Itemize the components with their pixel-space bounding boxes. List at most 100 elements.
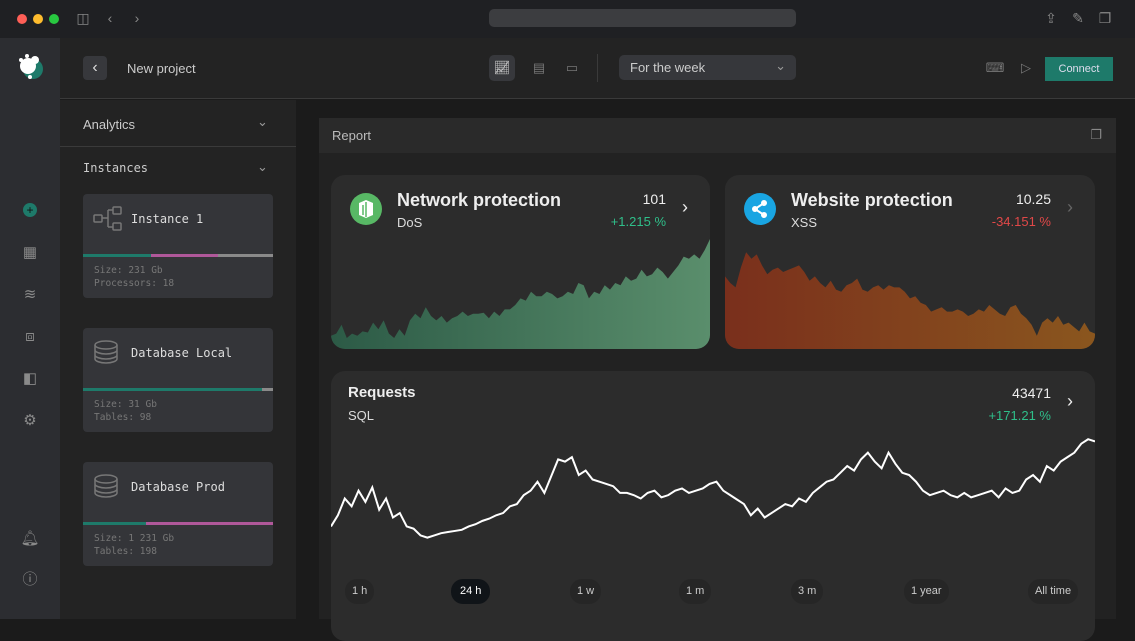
- card-change: +1.215 %: [610, 214, 666, 229]
- maximize-window-button[interactable]: [49, 14, 59, 24]
- card-title: Network protection: [397, 190, 562, 210]
- instance-detail: Tables: 98: [94, 412, 152, 423]
- requests-line-chart: [331, 438, 1095, 539]
- forward-nav-icon[interactable]: ›: [134, 10, 140, 26]
- project-title: New project: [127, 61, 196, 76]
- instance-detail: Processors: 18: [94, 278, 175, 289]
- instance-name: Database Prod: [131, 480, 225, 494]
- chevron-right-icon[interactable]: ›: [1067, 391, 1073, 411]
- share-icon[interactable]: ⇪: [1045, 10, 1057, 26]
- instance-detail: Tables: 198: [94, 546, 157, 557]
- edit-icon[interactable]: ✎: [1072, 10, 1084, 26]
- card-value: 101: [642, 191, 666, 207]
- usage-segment: [83, 522, 146, 525]
- address-bar[interactable]: [489, 9, 796, 27]
- connect-button[interactable]: Connect: [1045, 57, 1113, 81]
- dashboard-icon[interactable]: ▦: [22, 244, 38, 261]
- instance-name: Instance 1: [131, 212, 204, 226]
- requests-card: Requests SQL 43471 +171.21 % › 1 h 24 h 1 …: [331, 371, 1095, 641]
- settings-icon[interactable]: ⚙: [23, 412, 37, 429]
- terminal-icon[interactable]: ⌨: [985, 60, 1005, 75]
- network-protection-card[interactable]: Network protection DoS 101 +1.215 % ›: [331, 175, 710, 349]
- range-button[interactable]: All time: [1028, 579, 1079, 604]
- instance-size: Size: 231 Gb: [94, 265, 163, 276]
- requests-line: [331, 438, 1095, 539]
- card-subtitle: SQL: [348, 408, 375, 423]
- network-area-chart: [331, 239, 710, 349]
- chevron-right-icon[interactable]: ›: [1067, 197, 1073, 217]
- bell-icon[interactable]: 🔔︎: [20, 530, 40, 547]
- usage-bar: [83, 522, 273, 525]
- usage-segment: [151, 254, 218, 257]
- range-button[interactable]: 1 year: [904, 579, 949, 604]
- chevron-right-icon[interactable]: ›: [682, 197, 688, 217]
- range-button[interactable]: 1 h: [345, 579, 375, 604]
- copy-icon[interactable]: ❐: [1090, 127, 1102, 142]
- top-header: ‹ New project 📈︎ ▤ ▭ For the week ⌄ ⌨ ▷ C…: [60, 38, 1135, 99]
- instance-card[interactable]: Instance 1 Size: 231 Gb Processors: 18: [83, 194, 273, 298]
- divider: [60, 146, 296, 147]
- range-button[interactable]: 1 m: [679, 579, 712, 604]
- minimize-window-button[interactable]: [33, 14, 43, 24]
- range-button[interactable]: 3 m: [791, 579, 824, 604]
- chevron-down-icon: ⌄: [775, 58, 786, 73]
- report-panel: Report ❐ Network protection DoS 101 +1.21…: [319, 118, 1116, 641]
- report-header: Report ❐: [319, 118, 1116, 153]
- card-subtitle: DoS: [397, 215, 423, 230]
- instance-card[interactable]: Database Prod Size: 1 231 Gb Tables: 198: [83, 462, 273, 566]
- usage-bar: [83, 254, 273, 257]
- usage-segment: [83, 388, 262, 391]
- card-change: +171.21 %: [988, 408, 1051, 423]
- close-window-button[interactable]: [17, 14, 27, 24]
- website-protection-card[interactable]: Website protection XSS 10.25 -34.151 % ›: [725, 175, 1095, 349]
- usage-segment: [261, 388, 273, 391]
- chevron-down-icon[interactable]: ⌄: [257, 159, 268, 174]
- card-subtitle: XSS: [791, 215, 818, 230]
- period-select[interactable]: For the week ⌄: [619, 55, 796, 80]
- instance-size: Size: 31 Gb: [94, 399, 157, 410]
- neo-icon: [350, 193, 382, 225]
- window-titlebar: ◫ ‹ › ⇪ ✎ ❐: [0, 0, 1135, 38]
- icon-rail: + ▦ ≋ ⧈ ◧ ⚙ 🔔︎ ⓘ: [0, 38, 60, 619]
- database-icon: [93, 338, 123, 368]
- hierarchy-icon: [93, 204, 123, 234]
- back-button[interactable]: ‹: [83, 56, 107, 80]
- nodes-icon[interactable]: ⧈: [25, 328, 35, 345]
- card-value: 43471: [1012, 385, 1051, 401]
- card-view-icon[interactable]: ▤: [532, 60, 546, 75]
- card-change: -34.151 %: [991, 214, 1051, 229]
- sidebar-toggle-icon[interactable]: ◫: [76, 10, 90, 26]
- app-logo: [19, 54, 43, 79]
- card-title: Requests: [348, 384, 416, 401]
- instance-size: Size: 1 231 Gb: [94, 533, 175, 544]
- range-button[interactable]: 24 h: [451, 579, 491, 604]
- card-value: 10.25: [1015, 191, 1051, 207]
- play-icon[interactable]: ▷: [1021, 60, 1031, 75]
- instance-name: Database Local: [131, 346, 233, 360]
- layout-icon[interactable]: ◧: [22, 370, 38, 387]
- left-panel: Analytics ⌄ Instances ⌄ Instance 1 Size:…: [60, 100, 296, 619]
- chevron-down-icon[interactable]: ⌄: [257, 114, 268, 129]
- frame-view-icon[interactable]: ▭: [565, 60, 579, 75]
- report-title: Report: [332, 128, 372, 143]
- help-icon[interactable]: ⓘ: [22, 571, 38, 588]
- usage-segment: [145, 522, 273, 525]
- instances-section[interactable]: Instances: [83, 161, 149, 175]
- database-icon: [93, 472, 123, 502]
- ripple-icon: [744, 193, 776, 225]
- period-value: For the week: [630, 60, 706, 75]
- add-icon[interactable]: +: [20, 200, 40, 220]
- website-area-chart: [725, 252, 1095, 349]
- usage-segment: [217, 254, 273, 257]
- area-series: [725, 252, 1095, 349]
- card-title: Website protection: [791, 190, 953, 210]
- tabs-icon[interactable]: ❐: [1098, 10, 1112, 26]
- area-series: [331, 239, 710, 349]
- range-button[interactable]: 1 w: [570, 579, 602, 604]
- analytics-section[interactable]: Analytics: [83, 117, 136, 132]
- divider: [597, 54, 598, 82]
- database-icon[interactable]: ≋: [23, 286, 37, 303]
- chart-view-icon[interactable]: 📈︎: [489, 55, 515, 81]
- instance-card[interactable]: Database Local Size: 31 Gb Tables: 98: [83, 328, 273, 432]
- back-nav-icon[interactable]: ‹: [107, 10, 113, 26]
